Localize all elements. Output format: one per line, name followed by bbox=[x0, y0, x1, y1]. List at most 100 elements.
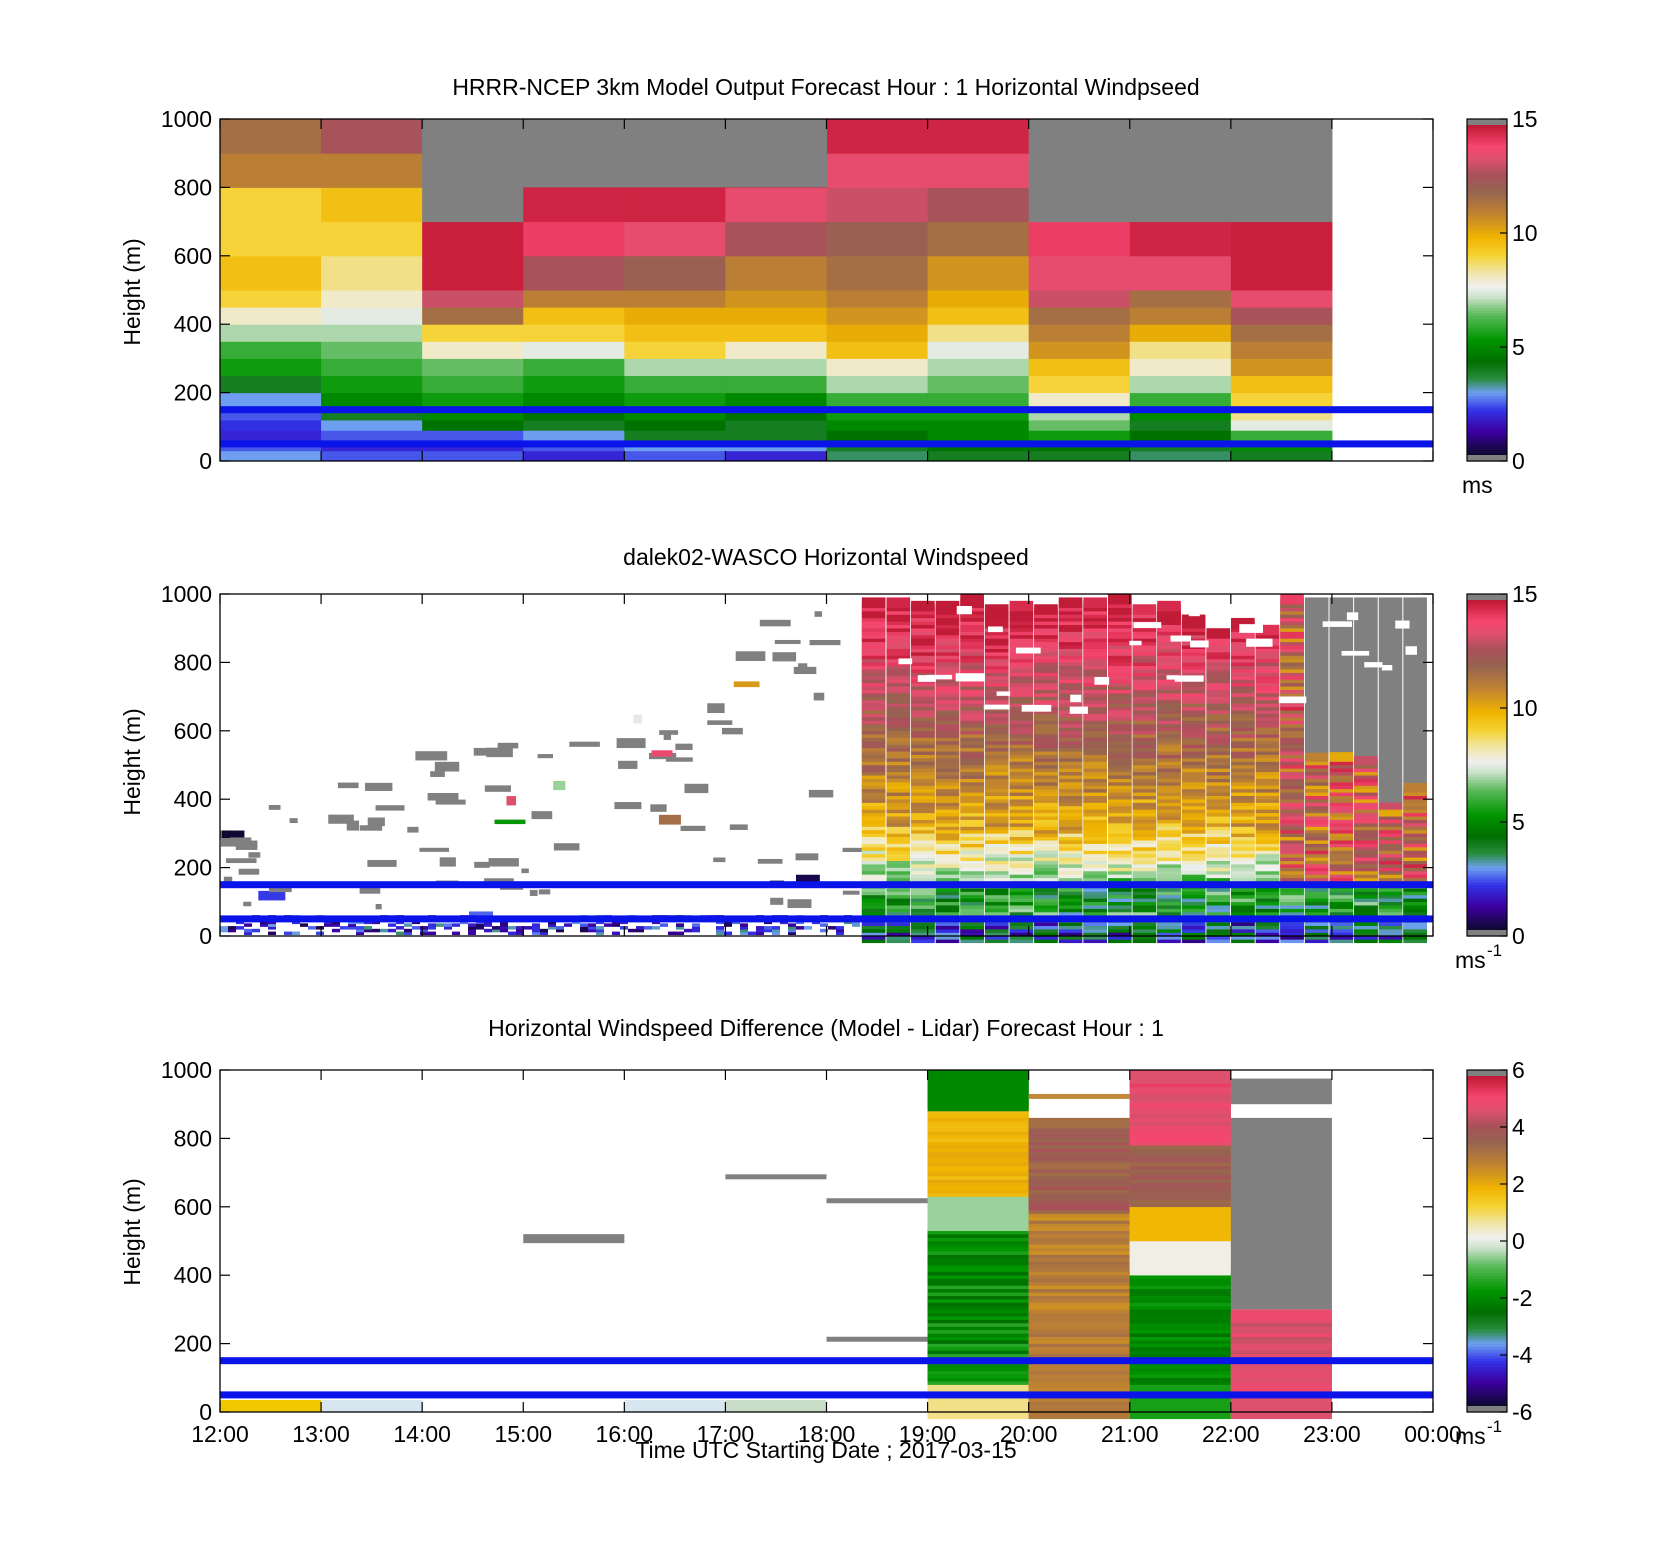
heat-cell bbox=[927, 450, 1030, 462]
heat-cell bbox=[1230, 187, 1333, 223]
colorbar-segment bbox=[1467, 318, 1507, 322]
heat-cell bbox=[1028, 307, 1131, 325]
colorbar-segment bbox=[1467, 1138, 1507, 1142]
axes: 0 200 400 600 800 1000 bbox=[161, 581, 1434, 949]
heat-cell bbox=[1403, 597, 1427, 783]
reference-line bbox=[220, 1391, 1433, 1399]
heat-cell bbox=[553, 780, 566, 791]
heat-cell bbox=[1405, 646, 1417, 655]
heat-cell bbox=[521, 868, 529, 874]
colorbar-segment bbox=[1467, 1246, 1507, 1251]
colorbar-segment bbox=[1467, 130, 1507, 134]
colorbar-segment bbox=[1467, 315, 1507, 320]
colorbar-segment bbox=[1467, 1275, 1507, 1279]
heat-cell bbox=[340, 926, 348, 930]
heat-cell bbox=[321, 392, 423, 407]
heat-cell bbox=[321, 187, 423, 223]
heat-cell bbox=[927, 375, 1030, 394]
colorbar-segment bbox=[1467, 207, 1507, 211]
heat-cell bbox=[917, 675, 937, 682]
heat-cell bbox=[1255, 624, 1280, 636]
heat-cell bbox=[523, 430, 625, 441]
heat-cell bbox=[676, 931, 684, 936]
colorbar-segment bbox=[1467, 1266, 1507, 1271]
heat-cell bbox=[725, 450, 827, 462]
colorbar-segment bbox=[1467, 807, 1507, 812]
heat-cell bbox=[444, 926, 452, 930]
colorbar-segment bbox=[1467, 1198, 1507, 1202]
colorbar-segment bbox=[1467, 1149, 1507, 1154]
colorbar-segment bbox=[1467, 770, 1507, 775]
colorbar-segment bbox=[1467, 1203, 1507, 1208]
heat-cell bbox=[268, 923, 276, 927]
heat-cell bbox=[367, 817, 385, 827]
heat-cell bbox=[740, 923, 748, 927]
heat-cell bbox=[1278, 696, 1307, 704]
heat-cell bbox=[220, 187, 322, 223]
heat-cell bbox=[422, 392, 524, 407]
colorbar-segment bbox=[1467, 1317, 1507, 1322]
colorbar-segment bbox=[1467, 418, 1507, 422]
heat-cell bbox=[707, 720, 733, 725]
colorbar-segment bbox=[1467, 753, 1507, 758]
colorbar-segment bbox=[1467, 432, 1507, 436]
colorbar-segment bbox=[1467, 1352, 1507, 1356]
heat-cell bbox=[372, 928, 380, 933]
colorbar-segment bbox=[1467, 1315, 1507, 1319]
colorbar-segment bbox=[1467, 278, 1507, 283]
heat-cell bbox=[748, 931, 756, 936]
heat-cell bbox=[725, 1174, 827, 1180]
heat-cell bbox=[927, 255, 1030, 291]
heat-cell bbox=[537, 754, 554, 759]
heat-cell bbox=[220, 926, 228, 930]
colorbar-segment bbox=[1467, 1306, 1507, 1310]
heat-cell bbox=[756, 931, 764, 936]
x-tick-label: 21:00 bbox=[1101, 1421, 1159, 1447]
heat-cell bbox=[624, 392, 726, 407]
heat-cell bbox=[1403, 782, 1427, 793]
heat-cell bbox=[1107, 594, 1132, 605]
heat-cell bbox=[633, 714, 643, 724]
x-tick-label: 12:00 bbox=[191, 1421, 249, 1447]
heat-cell bbox=[1028, 392, 1131, 407]
heat-cell bbox=[680, 825, 706, 832]
colorbar-segment bbox=[1467, 304, 1507, 308]
colorbar-segment bbox=[1467, 1320, 1507, 1325]
heat-cell bbox=[624, 358, 726, 376]
heat-cell bbox=[407, 826, 419, 833]
heat-cell bbox=[220, 358, 322, 376]
colorbar-segment bbox=[1467, 290, 1507, 294]
y-axis-label: Height (m) bbox=[119, 238, 145, 345]
heat-cell bbox=[729, 824, 748, 830]
heat-cell bbox=[484, 928, 492, 933]
heat-cell bbox=[1009, 600, 1034, 612]
colorbar-segment bbox=[1467, 347, 1507, 351]
colorbar-segment bbox=[1467, 779, 1507, 783]
heat-cell bbox=[725, 187, 827, 223]
heat-cell bbox=[321, 450, 423, 462]
heat-cell bbox=[500, 923, 508, 927]
colorbar-segment bbox=[1467, 759, 1507, 763]
heat-cell bbox=[444, 923, 452, 927]
colorbar-segment bbox=[1467, 389, 1507, 394]
colorbar-segment bbox=[1467, 608, 1507, 612]
heat-cell bbox=[1129, 341, 1232, 359]
heat-cell bbox=[1230, 221, 1333, 257]
heat-cell bbox=[1133, 622, 1162, 629]
heat-cell bbox=[422, 119, 524, 188]
heat-cell bbox=[523, 341, 625, 359]
heat-cell bbox=[1230, 1309, 1332, 1320]
heat-cell bbox=[788, 928, 796, 933]
colorbar-segment bbox=[1467, 409, 1507, 414]
y-axis-label: Height (m) bbox=[119, 708, 145, 815]
colorbar-segment bbox=[1467, 1107, 1507, 1111]
colorbar-segment bbox=[1467, 673, 1507, 678]
heat-cell bbox=[793, 666, 817, 675]
heat-cell bbox=[244, 923, 252, 927]
colorbar-segment bbox=[1467, 1343, 1507, 1348]
heat-cell bbox=[404, 931, 412, 936]
colorbar-segment bbox=[1467, 344, 1507, 348]
colorbar-segment bbox=[1467, 324, 1507, 328]
heat-cell bbox=[220, 1400, 322, 1413]
